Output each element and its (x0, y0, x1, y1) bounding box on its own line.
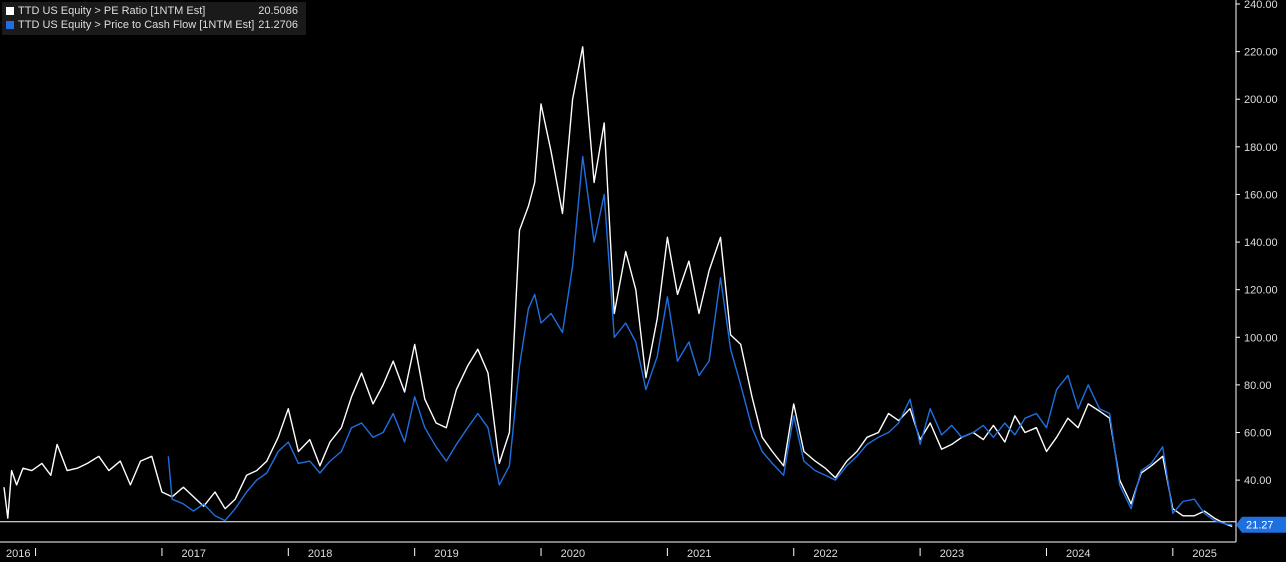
y-tick-label: 240.00 (1244, 0, 1278, 11)
y-tick-label: 200.00 (1244, 94, 1278, 106)
y-tick-label: 160.00 (1244, 189, 1278, 201)
y-tick-label: 40.00 (1244, 475, 1272, 487)
x-tick-label: 2020 (561, 548, 585, 560)
legend-item-pe-ratio: TTD US Equity > PE Ratio [1NTM Est] 20.5… (6, 4, 298, 18)
chart-legend: TTD US Equity > PE Ratio [1NTM Est] 20.5… (2, 2, 306, 35)
legend-swatch-pe-ratio (6, 7, 14, 15)
legend-value-pe-ratio: 20.5086 (258, 5, 298, 17)
legend-swatch-price-to-cash-flow (6, 21, 14, 29)
y-tick-label: 180.00 (1244, 142, 1278, 154)
y-tick-label: 80.00 (1244, 380, 1272, 392)
legend-value-price-to-cash-flow: 21.2706 (258, 19, 298, 31)
legend-label-price-to-cash-flow: TTD US Equity > Price to Cash Flow [1NTM… (18, 19, 255, 31)
x-tick-label: 2017 (182, 548, 206, 560)
pe-ratio-line (3, 46, 1233, 528)
y-tick-label: 220.00 (1244, 47, 1278, 59)
y-tick-label: 120.00 (1244, 285, 1278, 297)
x-tick-label: 2022 (813, 548, 837, 560)
price-to-cash-flow-line (167, 155, 1233, 526)
x-tick-label: 2025 (1192, 548, 1216, 560)
legend-item-price-to-cash-flow: TTD US Equity > Price to Cash Flow [1NTM… (6, 18, 298, 32)
y-tick-label: 100.00 (1244, 332, 1278, 344)
y-tick-label: 140.00 (1244, 237, 1278, 249)
legend-label-pe-ratio: TTD US Equity > PE Ratio [1NTM Est] (18, 5, 206, 17)
x-tick-label: 2018 (308, 548, 332, 560)
y-tick-label: 60.00 (1244, 427, 1272, 439)
x-tick-label: 2024 (1066, 548, 1090, 560)
last-value-tag (1236, 516, 1286, 533)
x-tick-label: 2016 (6, 548, 30, 560)
last-value-tag-label: 21.27 (1246, 520, 1274, 532)
x-tick-label: 2021 (687, 548, 711, 560)
x-tick-label: 2019 (434, 548, 458, 560)
x-tick-label: 2023 (940, 548, 964, 560)
